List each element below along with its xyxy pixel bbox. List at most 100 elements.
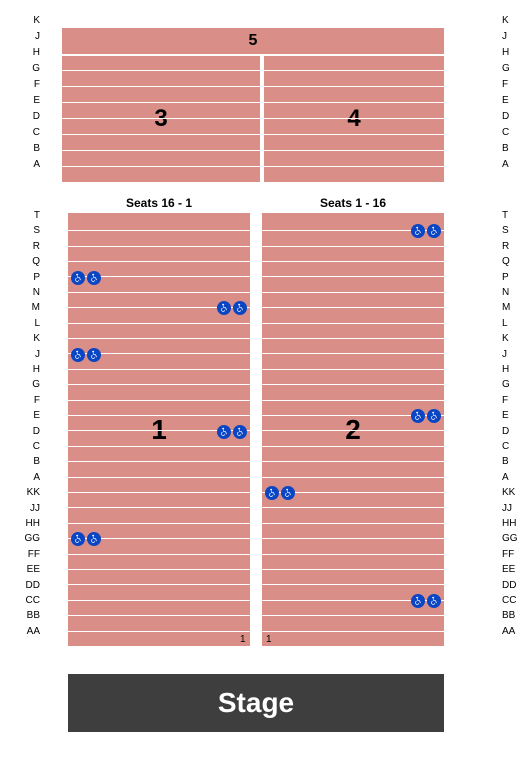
row-divider [262,276,444,277]
row-label-right-S: S [502,226,509,236]
seating-chart: 534AABBCCDDEEFFGGHHJJKK12AAAABBBBCCCCDDD… [0,0,525,766]
seat-number-marker: 1 [266,634,272,645]
wheelchair-icon [87,348,101,362]
wheelchair-icon [411,224,425,238]
row-label-left-C: C [33,442,40,452]
wheelchair-icon [217,301,231,315]
row-divider [68,415,250,416]
row-divider [62,118,260,119]
wheelchair-icon [233,301,247,315]
row-divider [68,292,250,293]
row-divider [68,492,250,493]
row-label-left-G: G [32,64,40,74]
row-label-right-A: A [502,160,509,170]
row-label-right-B: B [502,144,509,154]
row-divider [68,507,250,508]
row-label-left-A: A [33,160,40,170]
row-divider [68,600,250,601]
row-divider [68,446,250,447]
row-label-left-HH: HH [26,519,40,529]
row-label-right-J: J [502,32,507,42]
row-divider [68,261,250,262]
row-divider [62,86,260,87]
row-label-right-D: D [502,427,509,437]
row-label-left-Q: Q [32,257,40,267]
row-divider [264,102,444,103]
row-label-left-G: G [32,380,40,390]
section-label-5: 5 [249,32,258,50]
row-divider [264,86,444,87]
row-divider [68,461,250,462]
row-divider [262,338,444,339]
row-label-right-G: G [502,64,510,74]
row-divider [68,338,250,339]
row-label-right-FF: FF [502,550,514,560]
row-label-right-K: K [502,16,509,26]
row-label-left-FF: FF [28,550,40,560]
row-label-left-S: S [33,226,40,236]
row-divider [68,631,250,632]
row-divider [264,150,444,151]
row-divider [68,400,250,401]
row-divider [262,507,444,508]
row-divider [264,70,444,71]
row-label-right-DD: DD [502,581,516,591]
row-label-right-EE: EE [502,565,515,575]
row-label-right-T: T [502,211,508,221]
row-label-right-A: A [502,473,509,483]
seat-header-2: Seats 1 - 16 [320,196,386,210]
row-divider [62,102,260,103]
wheelchair-icon [87,532,101,546]
row-label-left-JJ: JJ [30,504,40,514]
row-label-right-K: K [502,334,509,344]
row-divider [262,554,444,555]
wheelchair-icon [427,409,441,423]
row-label-left-K: K [33,16,40,26]
row-label-right-F: F [502,396,508,406]
wheelchair-icon [71,532,85,546]
wheelchair-icon [427,594,441,608]
section-label-3: 3 [154,105,167,133]
row-label-left-CC: CC [26,596,40,606]
row-divider [68,369,250,370]
row-divider [262,353,444,354]
row-divider [262,461,444,462]
section-label-4: 4 [347,105,360,133]
row-label-left-F: F [34,80,40,90]
row-label-right-N: N [502,288,509,298]
row-label-right-HH: HH [502,519,516,529]
row-divider [262,246,444,247]
row-label-left-P: P [33,273,40,283]
row-label-right-AA: AA [502,627,515,637]
row-divider [262,307,444,308]
row-divider [62,150,260,151]
row-label-left-J: J [35,32,40,42]
wheelchair-icon [427,224,441,238]
row-label-left-L: L [34,319,40,329]
row-label-left-B: B [33,457,40,467]
row-label-right-BB: BB [502,611,515,621]
row-label-left-N: N [33,288,40,298]
seat-header-1: Seats 16 - 1 [126,196,192,210]
row-label-right-C: C [502,442,509,452]
row-label-right-C: C [502,128,509,138]
wheelchair-icon [411,409,425,423]
row-label-left-M: M [32,303,40,313]
row-divider [262,369,444,370]
row-divider [68,477,250,478]
row-label-right-E: E [502,96,509,106]
row-divider [262,446,444,447]
row-divider [262,400,444,401]
row-divider [62,166,260,167]
row-label-left-BB: BB [27,611,40,621]
row-label-right-J: J [502,350,507,360]
wheelchair-icon [217,425,231,439]
row-label-right-GG: GG [502,534,518,544]
row-label-right-B: B [502,457,509,467]
wheelchair-icon [265,486,279,500]
wheelchair-icon [87,271,101,285]
row-label-right-KK: KK [502,488,515,498]
row-divider [68,584,250,585]
row-divider [68,384,250,385]
row-label-left-EE: EE [27,565,40,575]
